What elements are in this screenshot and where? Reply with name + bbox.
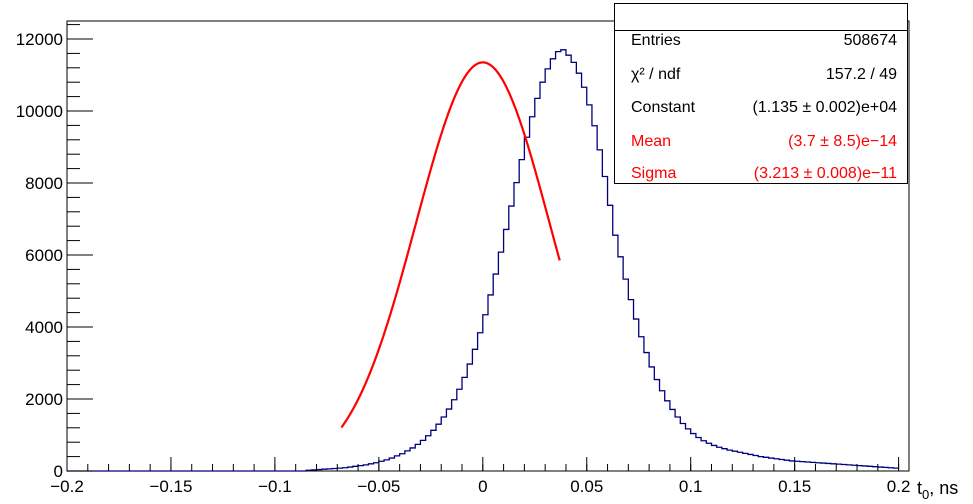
- histogram-layer: [67, 49, 899, 472]
- x-tick-label: 0.2: [887, 477, 911, 496]
- stat-row-chi2: χ² / ndf 157.2 / 49: [615, 62, 907, 92]
- stat-row-constant: Constant (1.135 ± 0.002)e+04: [615, 95, 907, 125]
- fit-statistics-box: Entries 508674 χ² / ndf 157.2 / 49 Const…: [614, 3, 908, 184]
- axes-frame: [66, 20, 910, 472]
- y-tick-label: 12000: [16, 30, 63, 49]
- y-tick-label: 8000: [25, 174, 63, 193]
- x-tick-label: 0: [478, 477, 487, 496]
- stat-row-sigma: Sigma (3.213 ± 0.008)e−11: [615, 161, 907, 191]
- stat-key: Sigma: [631, 165, 677, 182]
- stat-key: Constant: [631, 99, 696, 116]
- stat-key: Entries: [631, 32, 681, 49]
- stat-row-mean: Mean (3.7 ± 8.5)e−14: [615, 129, 907, 159]
- stat-value: 508674: [843, 32, 897, 49]
- fit-curve: [340, 61, 561, 429]
- x-tick-label: 0.15: [778, 477, 811, 496]
- stat-value: (3.7 ± 8.5)e−14: [788, 133, 897, 150]
- stat-key: χ² / ndf: [631, 66, 681, 83]
- x-tick-label: −0.15: [149, 477, 192, 496]
- x-axis-label: t0, ns: [917, 478, 958, 502]
- x-tick-label: 0.05: [570, 477, 603, 496]
- stat-row-entries: Entries 508674: [615, 28, 907, 58]
- stat-value: 157.2 / 49: [825, 66, 897, 83]
- x-tick-label: −0.2: [50, 477, 84, 496]
- y-tick-label: 4000: [25, 318, 63, 337]
- plot-frame: [66, 20, 910, 472]
- x-tick-label: −0.1: [258, 477, 292, 496]
- ticks-layer: [66, 24, 900, 472]
- x-tick-label: 0.1: [679, 477, 703, 496]
- stat-box-title: [615, 4, 907, 31]
- stat-value: (1.135 ± 0.002)e+04: [752, 99, 897, 116]
- histogram-line: [67, 49, 899, 472]
- stat-key: Mean: [631, 133, 672, 150]
- y-tick-label: 6000: [25, 246, 63, 265]
- x-tick-label: −0.05: [357, 477, 400, 496]
- y-tick-label: 10000: [16, 102, 63, 121]
- y-tick-label: 0: [54, 462, 63, 481]
- stat-value: (3.213 ± 0.008)e−11: [753, 165, 897, 182]
- tick-labels-layer: −0.2 −0.15 −0.1 −0.05 0 0.05 0.1 0.15 0.2 0 2000 40…: [16, 30, 911, 496]
- y-tick-label: 2000: [25, 390, 63, 409]
- fit-layer: [340, 61, 561, 429]
